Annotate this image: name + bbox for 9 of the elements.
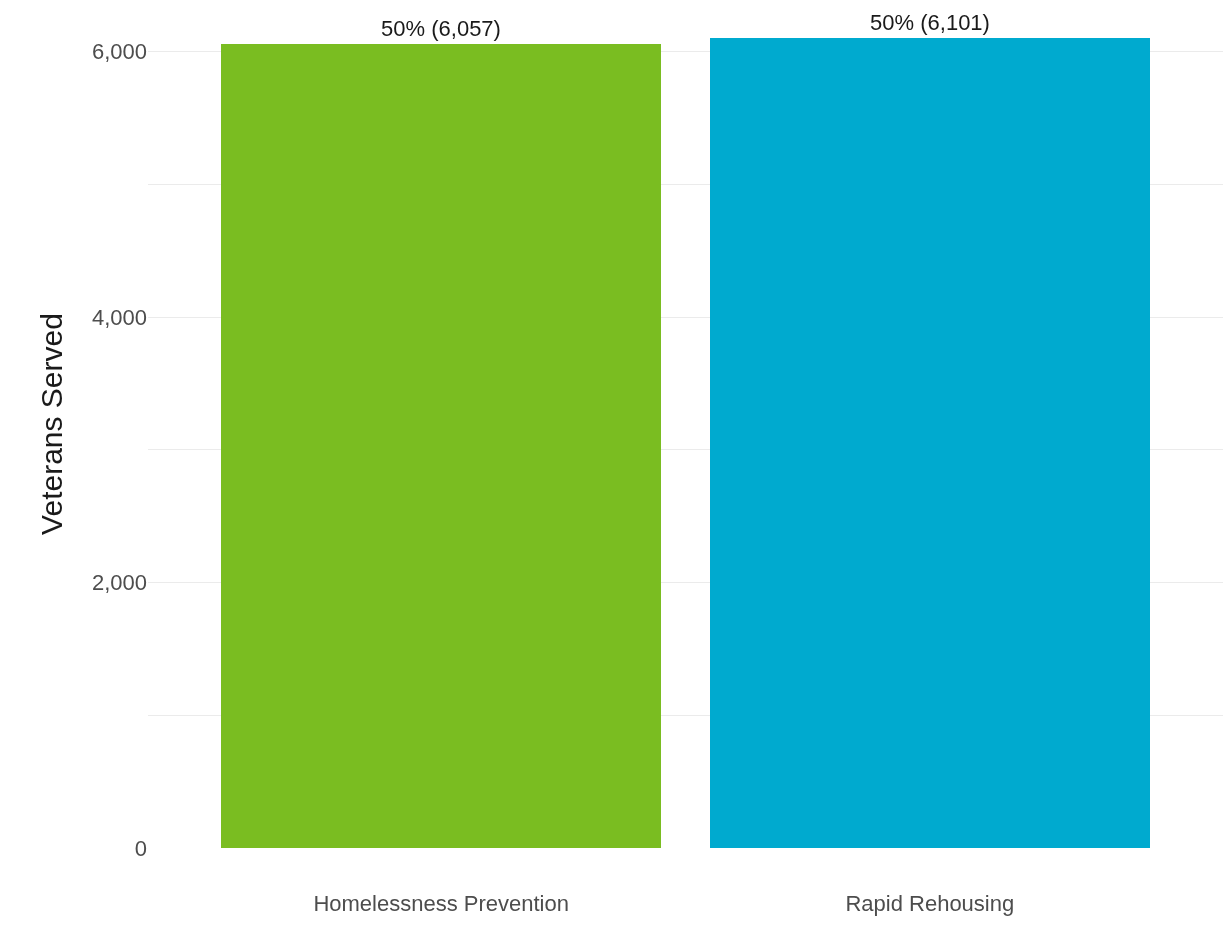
y-tick-label: 0 [134, 835, 147, 861]
y-axis-title: Veterans Served [34, 313, 68, 535]
y-tick-label: 2,000 [91, 570, 147, 596]
data-label: 50% (6,101) [870, 10, 990, 35]
y-tick-label: 4,000 [91, 304, 147, 330]
x-tick-label: Homelessness Prevention [313, 891, 569, 916]
x-tick-label: Rapid Rehousing [845, 891, 1015, 916]
y-tick-label: 6,000 [91, 39, 147, 65]
data-label: 50% (6,057) [381, 16, 501, 41]
